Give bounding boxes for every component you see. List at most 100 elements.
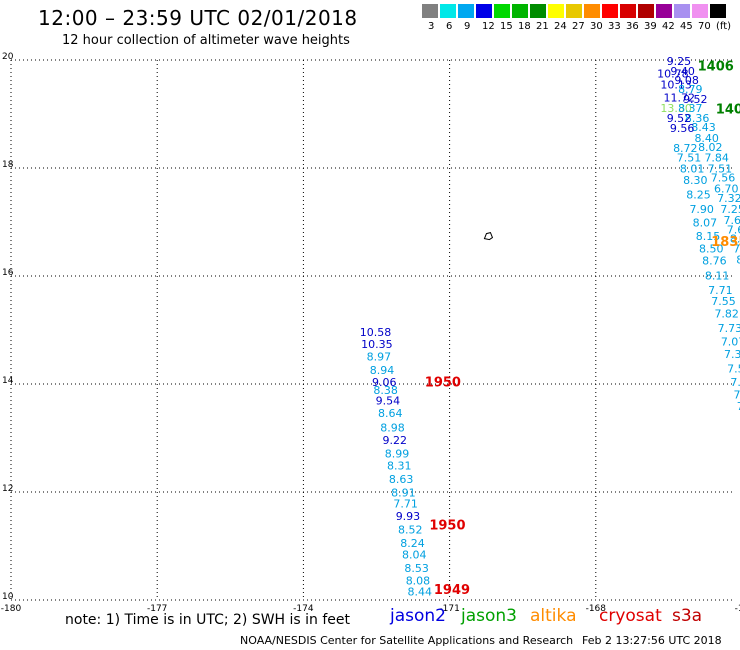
swh-value: 7.82 <box>714 307 739 320</box>
swh-value: 7.54 <box>733 242 740 255</box>
lon-tick-label: -16 <box>735 604 740 614</box>
legend-swatch <box>440 4 456 18</box>
swh-value: 7.07 <box>721 335 740 348</box>
legend-label: 15 <box>500 21 513 32</box>
legend-label: 27 <box>572 21 585 32</box>
swh-value: 7.90 <box>689 203 714 216</box>
swh-value: 8.72 <box>673 142 698 155</box>
legend-label: 3 <box>428 21 435 32</box>
satellite-jason3: jason3 <box>461 606 517 626</box>
legend-swatch <box>422 4 438 18</box>
pass-time-label: 1406 <box>698 59 734 74</box>
swh-value: 8.43 <box>691 121 716 134</box>
legend-swatch <box>566 4 582 18</box>
lon-tick-label: -168 <box>586 604 607 614</box>
legend-label: 6 <box>446 21 453 32</box>
swh-value: 8.76 <box>702 254 727 267</box>
graticule-grid <box>10 59 734 601</box>
swh-value: 8.53 <box>404 562 429 575</box>
swh-value: 8.25 <box>686 188 711 201</box>
swh-value: 8.94 <box>370 364 395 377</box>
axis-tick-labels: -180 -177 -174 -171 -168 -16 20 18 16 14 12 10 <box>1 52 740 614</box>
swh-value: 8.13 <box>730 233 740 246</box>
swh-value: 7.25 <box>720 203 740 216</box>
swh-value: 8.04 <box>402 549 427 562</box>
credit-line: NOAA/NESDIS Center for Satellite Applica… <box>240 634 574 647</box>
swh-value: 7.51 <box>677 152 702 165</box>
swh-value: 8.97 <box>367 350 392 363</box>
swh-value: 7.71 <box>708 284 733 297</box>
swh-value: 9.93 <box>396 510 421 523</box>
legend-label: 21 <box>536 21 549 32</box>
swh-value: 9.40 <box>670 65 695 78</box>
legend-label: 24 <box>554 21 567 32</box>
pass-time-label: 1949 <box>434 583 470 598</box>
legend-swatch <box>602 4 618 18</box>
legend-label: 39 <box>644 21 657 32</box>
swh-value: 8.91 <box>391 487 416 500</box>
swh-value: 7.73 <box>718 322 740 335</box>
legend-swatch <box>476 4 492 18</box>
swh-value: 7.84 <box>704 152 729 165</box>
legend-swatch <box>512 4 528 18</box>
swh-value: 7.51 <box>708 163 733 176</box>
units-note: note: 1) Time is in UTC; 2) SWH is in fe… <box>65 612 351 628</box>
legend-label: 45 <box>680 21 693 32</box>
swh-value: 8.38 <box>373 384 398 397</box>
swh-value: 8.79 <box>678 83 703 96</box>
swh-value: 8.30 <box>683 174 708 187</box>
swh-value: 9.52 <box>683 93 708 106</box>
swh-value: 9.25 <box>667 55 692 68</box>
swh-value: 7.57 <box>727 362 740 375</box>
swh-value: 7.71 <box>734 388 740 401</box>
legend-label: 9 <box>464 21 471 32</box>
swh-value: 6.70 <box>714 183 739 196</box>
swh-value: 8.44 <box>408 585 433 598</box>
satellite-s3a: s3a <box>672 606 703 626</box>
legend-label: 18 <box>518 21 531 32</box>
legend-swatch <box>674 4 690 18</box>
legend-label: 30 <box>590 21 603 32</box>
swh-value: 7.71 <box>393 497 418 510</box>
island-outline <box>483 231 494 241</box>
lat-tick-label: 20 <box>2 52 14 62</box>
swh-value: 8.15 <box>696 230 721 243</box>
legend-label: 12 <box>482 21 495 32</box>
swh-value: 8.52 <box>398 523 423 536</box>
swh-value: 8.50 <box>699 242 724 255</box>
swh-value: 8.31 <box>387 460 412 473</box>
legend-label: (ft) <box>716 21 732 32</box>
legend-label: 33 <box>608 21 621 32</box>
legend-label: 70 <box>698 21 711 32</box>
lat-tick-label: 12 <box>2 484 13 494</box>
swh-value: 7.30 <box>724 348 740 361</box>
swh-value: 8.99 <box>385 448 410 461</box>
swh-value: 8.08 <box>406 575 431 588</box>
page-title: 12:00 – 23:59 UTC 02/01/2018 <box>38 6 358 30</box>
swh-value: 9.56 <box>670 122 695 135</box>
pass-time-label: 1407 <box>716 103 740 118</box>
swh-value: 8.70 <box>736 253 740 266</box>
legend-swatch <box>710 4 726 18</box>
pass-time-labels: 1406 1407 1950 1950 1949 1835 <box>425 59 740 598</box>
swh-value: 9.54 <box>376 395 401 408</box>
swh-value: 10.13 <box>660 78 692 91</box>
swh-value: 8.40 <box>694 132 719 145</box>
swh-value: 8.63 <box>389 473 414 486</box>
swh-value: 9.22 <box>383 434 408 447</box>
swh-value: 8.98 <box>380 422 405 435</box>
legend-swatch <box>620 4 636 18</box>
swh-value: 10.58 <box>360 326 392 339</box>
swh-value: 8.01 <box>680 163 705 176</box>
legend-swatch <box>692 4 708 18</box>
wave-height-observations: 9.259.4010.789.0810.138.7911.729.5213.30… <box>360 55 740 598</box>
legend-swatch <box>638 4 654 18</box>
legend-swatch <box>584 4 600 18</box>
swh-value: 7.55 <box>711 295 736 308</box>
land-features <box>483 231 494 241</box>
swh-value: 8.64 <box>378 407 403 420</box>
satellite-cryosat: cryosat <box>599 606 662 626</box>
swh-value: 8.02 <box>698 141 723 154</box>
pass-time-label: 1950 <box>425 375 461 390</box>
